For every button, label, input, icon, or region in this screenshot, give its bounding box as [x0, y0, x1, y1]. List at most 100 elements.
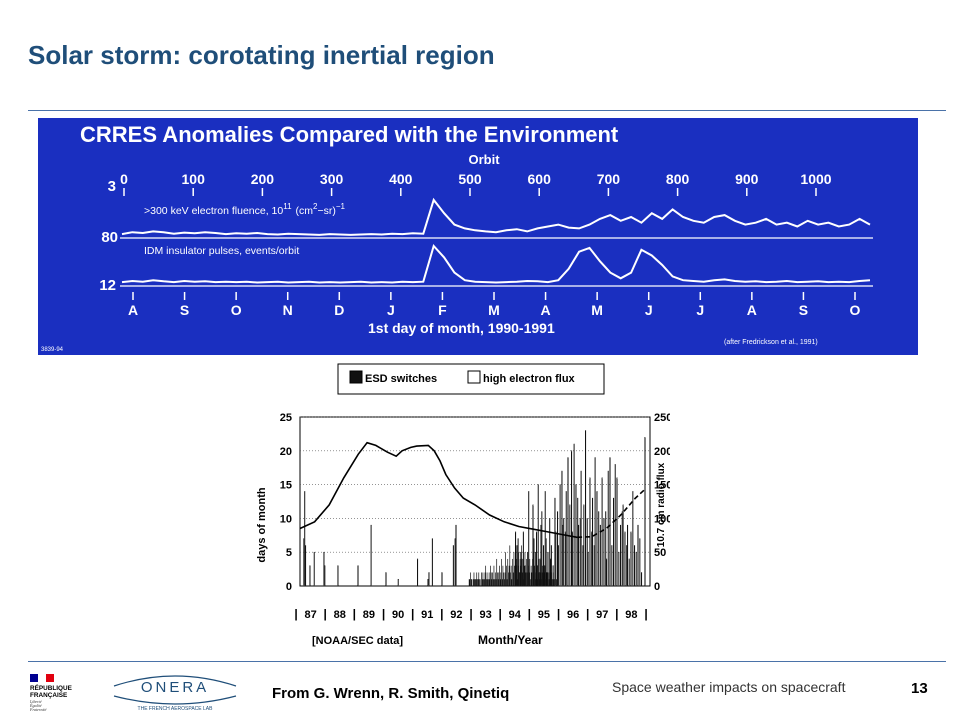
esd-bar: [552, 572, 554, 586]
year-separator: |: [528, 607, 531, 621]
esd-bar: [475, 579, 476, 586]
radio-flux-observed-line: [299, 441, 578, 539]
month-tick-label: M: [591, 302, 603, 318]
esd-bar: [517, 565, 519, 586]
high-flux-bar: [620, 524, 622, 587]
high-flux-bar: [606, 558, 608, 587]
esd-bar: [519, 572, 520, 586]
esd-bar: [523, 579, 524, 586]
high-flux-bar: [573, 443, 575, 587]
esd-bar: [524, 552, 526, 586]
esd-bar: [512, 572, 514, 586]
high-flux-bar: [571, 450, 573, 587]
high-flux-bar: [304, 491, 306, 587]
high-flux-bar: [628, 558, 630, 587]
esd-bar: [501, 579, 503, 586]
esd-bar: [476, 572, 478, 586]
high-flux-bar: [587, 551, 589, 587]
year-tick-label: 97: [596, 609, 608, 621]
high-flux-bar: [309, 565, 311, 587]
year-separator: |: [586, 607, 589, 621]
high-flux-bar: [624, 531, 626, 587]
esd-bar: [481, 579, 483, 586]
onera-arc-lower-icon: [113, 695, 237, 705]
esd-bars: [468, 545, 558, 586]
left-tick-label: 5: [286, 547, 292, 559]
esd-bar: [469, 579, 471, 586]
fluence-series-label: >300 keV electron fluence, 1011 (cm2−sr)−…: [144, 202, 346, 217]
esd-bar: [541, 579, 542, 586]
plot-grid: [300, 416, 650, 553]
year-tick-label: 88: [334, 609, 346, 621]
high-flux-bar: [357, 565, 359, 587]
panel-title: CRRES Anomalies Compared with the Enviro…: [80, 122, 619, 147]
esd-bar: [482, 572, 484, 586]
high-flux-bar: [578, 524, 580, 587]
left-tick-label: 10: [280, 513, 292, 525]
month-tick-label: N: [283, 302, 293, 318]
esd-bar: [491, 579, 493, 586]
year-tick-label: 91: [421, 609, 433, 621]
slide-topic: Space weather impacts on spacecraft: [612, 679, 846, 695]
esd-bar: [543, 572, 545, 586]
onera-logo: ONERA THE FRENCH AEROSPACE LAB: [113, 675, 237, 712]
source-note: [NOAA/SEC data]: [312, 635, 403, 647]
high-flux-bar: [455, 524, 457, 587]
esd-bar: [479, 579, 481, 586]
esd-bar: [530, 579, 531, 586]
esd-bar: [475, 579, 477, 586]
esd-bar: [468, 579, 470, 586]
high-flux-bar: [323, 551, 325, 587]
high-flux-bar: [639, 538, 641, 587]
esd-bar: [546, 579, 548, 586]
pulses-series-label: IDM insulator pulses, events/orbit: [144, 245, 299, 257]
right-tick-label: 200: [654, 446, 670, 458]
high-flux-bar: [454, 538, 456, 587]
esd-bar: [547, 572, 549, 586]
esd-bar: [483, 579, 484, 586]
esd-bar: [497, 579, 499, 586]
esd-bar: [545, 572, 547, 586]
left-tick-label: 25: [280, 412, 292, 424]
bottom-xlabel: Month/Year: [478, 633, 543, 647]
esd-bar: [536, 565, 538, 586]
high-flux-bar: [562, 524, 564, 587]
esd-bar: [530, 565, 532, 586]
orbit-tick-label: 900: [735, 171, 759, 187]
esd-bar: [499, 579, 501, 586]
esd-bar: [510, 565, 512, 586]
high-flux-bar: [385, 572, 387, 587]
month-tick-label: S: [180, 302, 189, 318]
esd-bar: [522, 558, 524, 586]
year-tick-label: 96: [567, 609, 579, 621]
year-tick-label: 95: [538, 609, 550, 621]
panel-corner-id: 3839-94: [41, 347, 64, 353]
orbit-axis: 0 100 200 300 400 500 600 700 800 900 1000: [120, 171, 832, 196]
esd-bar: [511, 579, 513, 586]
high-flux-bar: [616, 477, 618, 587]
year-tick-label: 87: [304, 609, 316, 621]
month-tick-label: S: [799, 302, 808, 318]
esd-bar: [538, 558, 540, 586]
high-flux-bar: [557, 545, 559, 587]
chart-legend: ESD switches high electron flux: [337, 363, 605, 395]
esd-bar: [486, 572, 488, 586]
high-flux-bar: [594, 457, 596, 587]
esd-bar: [477, 579, 479, 586]
esd-bar: [504, 572, 506, 586]
esd-bar: [529, 558, 531, 586]
high-flux-bar: [324, 565, 326, 587]
esd-bar: [554, 579, 555, 586]
esd-bar: [531, 572, 533, 586]
left-tick-label: 20: [280, 446, 292, 458]
esd-bar: [539, 565, 541, 586]
onera-arc-icon: [113, 675, 237, 687]
esd-bar: [470, 579, 472, 586]
orbit-label: Orbit: [468, 152, 500, 167]
right-tick-label: 150: [654, 480, 670, 492]
esd-bar: [517, 579, 518, 586]
esd-bar: [533, 552, 535, 586]
esd-bar: [479, 579, 480, 586]
slide-title: Solar storm: corotating inertial region: [28, 40, 495, 70]
right-tick-label: 250: [654, 412, 670, 424]
